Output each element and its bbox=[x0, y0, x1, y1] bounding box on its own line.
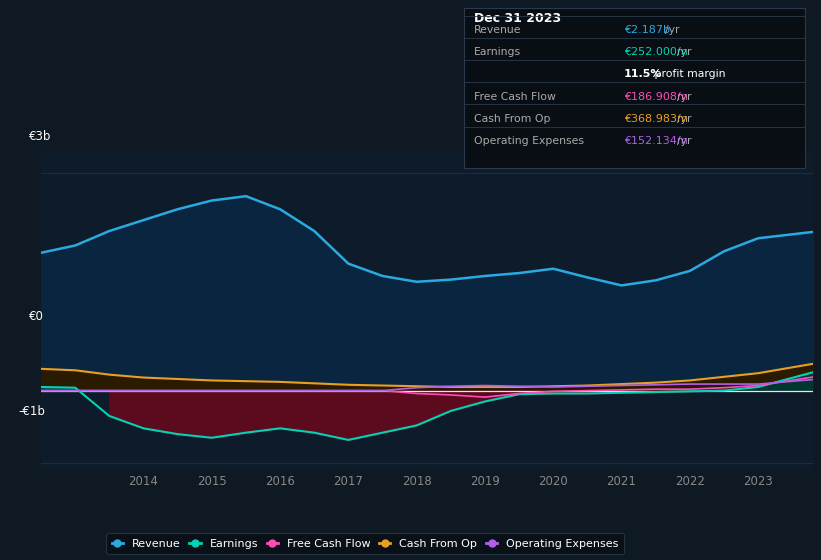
Text: Revenue: Revenue bbox=[474, 25, 521, 35]
Text: €186.908m: €186.908m bbox=[624, 91, 688, 101]
Text: Earnings: Earnings bbox=[474, 47, 521, 57]
Text: €0: €0 bbox=[29, 310, 44, 323]
Text: €152.134m: €152.134m bbox=[624, 136, 688, 146]
Text: €252.000m: €252.000m bbox=[624, 47, 688, 57]
Text: Free Cash Flow: Free Cash Flow bbox=[474, 91, 556, 101]
Text: /yr: /yr bbox=[665, 25, 680, 35]
Text: Cash From Op: Cash From Op bbox=[474, 114, 550, 124]
Text: €2.187b: €2.187b bbox=[624, 25, 670, 35]
Text: Dec 31 2023: Dec 31 2023 bbox=[474, 12, 561, 25]
Text: profit margin: profit margin bbox=[650, 69, 725, 80]
Text: -€1b: -€1b bbox=[18, 405, 45, 418]
Text: /yr: /yr bbox=[677, 91, 691, 101]
Text: Operating Expenses: Operating Expenses bbox=[474, 136, 584, 146]
Text: €368.983m: €368.983m bbox=[624, 114, 688, 124]
Text: /yr: /yr bbox=[677, 136, 691, 146]
Text: /yr: /yr bbox=[677, 47, 691, 57]
Legend: Revenue, Earnings, Free Cash Flow, Cash From Op, Operating Expenses: Revenue, Earnings, Free Cash Flow, Cash … bbox=[106, 533, 624, 554]
Text: 11.5%: 11.5% bbox=[624, 69, 663, 80]
Text: €3b: €3b bbox=[29, 130, 51, 143]
Text: /yr: /yr bbox=[677, 114, 691, 124]
